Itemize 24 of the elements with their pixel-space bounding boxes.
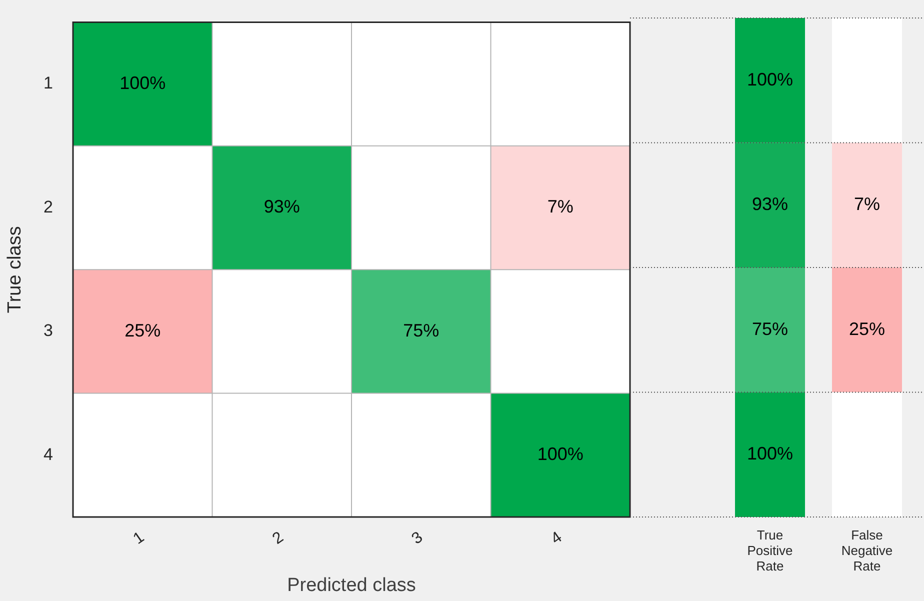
data-label: 93% <box>752 194 788 214</box>
x-tick-label: 2 <box>270 528 287 548</box>
x-axis-title: Predicted class <box>287 574 416 596</box>
y-tick-label: 1 <box>44 74 53 93</box>
x-tick-label: False Negative Rate <box>841 527 893 574</box>
data-label: 7% <box>854 194 880 214</box>
data-label: 100% <box>120 73 166 94</box>
x-tick-label: 3 <box>408 528 426 548</box>
y-tick-label: 2 <box>44 197 53 216</box>
data-label: 25% <box>848 318 886 339</box>
x-tick-label: True Positive Rate <box>747 527 793 574</box>
data-label: 25% <box>124 320 161 340</box>
data-label: 100% <box>537 444 584 464</box>
data-label: 7% <box>547 196 574 217</box>
y-axis-title: True class <box>4 226 26 314</box>
x-tick-label: 4 <box>548 528 566 548</box>
y-tick-label: 4 <box>44 444 53 464</box>
y-tick-label: 3 <box>44 321 53 340</box>
x-tick-label: 1 <box>130 528 148 548</box>
data-label: 93% <box>264 196 300 217</box>
data-label: 100% <box>746 69 794 90</box>
data-label: 75% <box>403 320 440 340</box>
data-label: 75% <box>752 318 788 339</box>
data-label: 100% <box>746 444 794 464</box>
